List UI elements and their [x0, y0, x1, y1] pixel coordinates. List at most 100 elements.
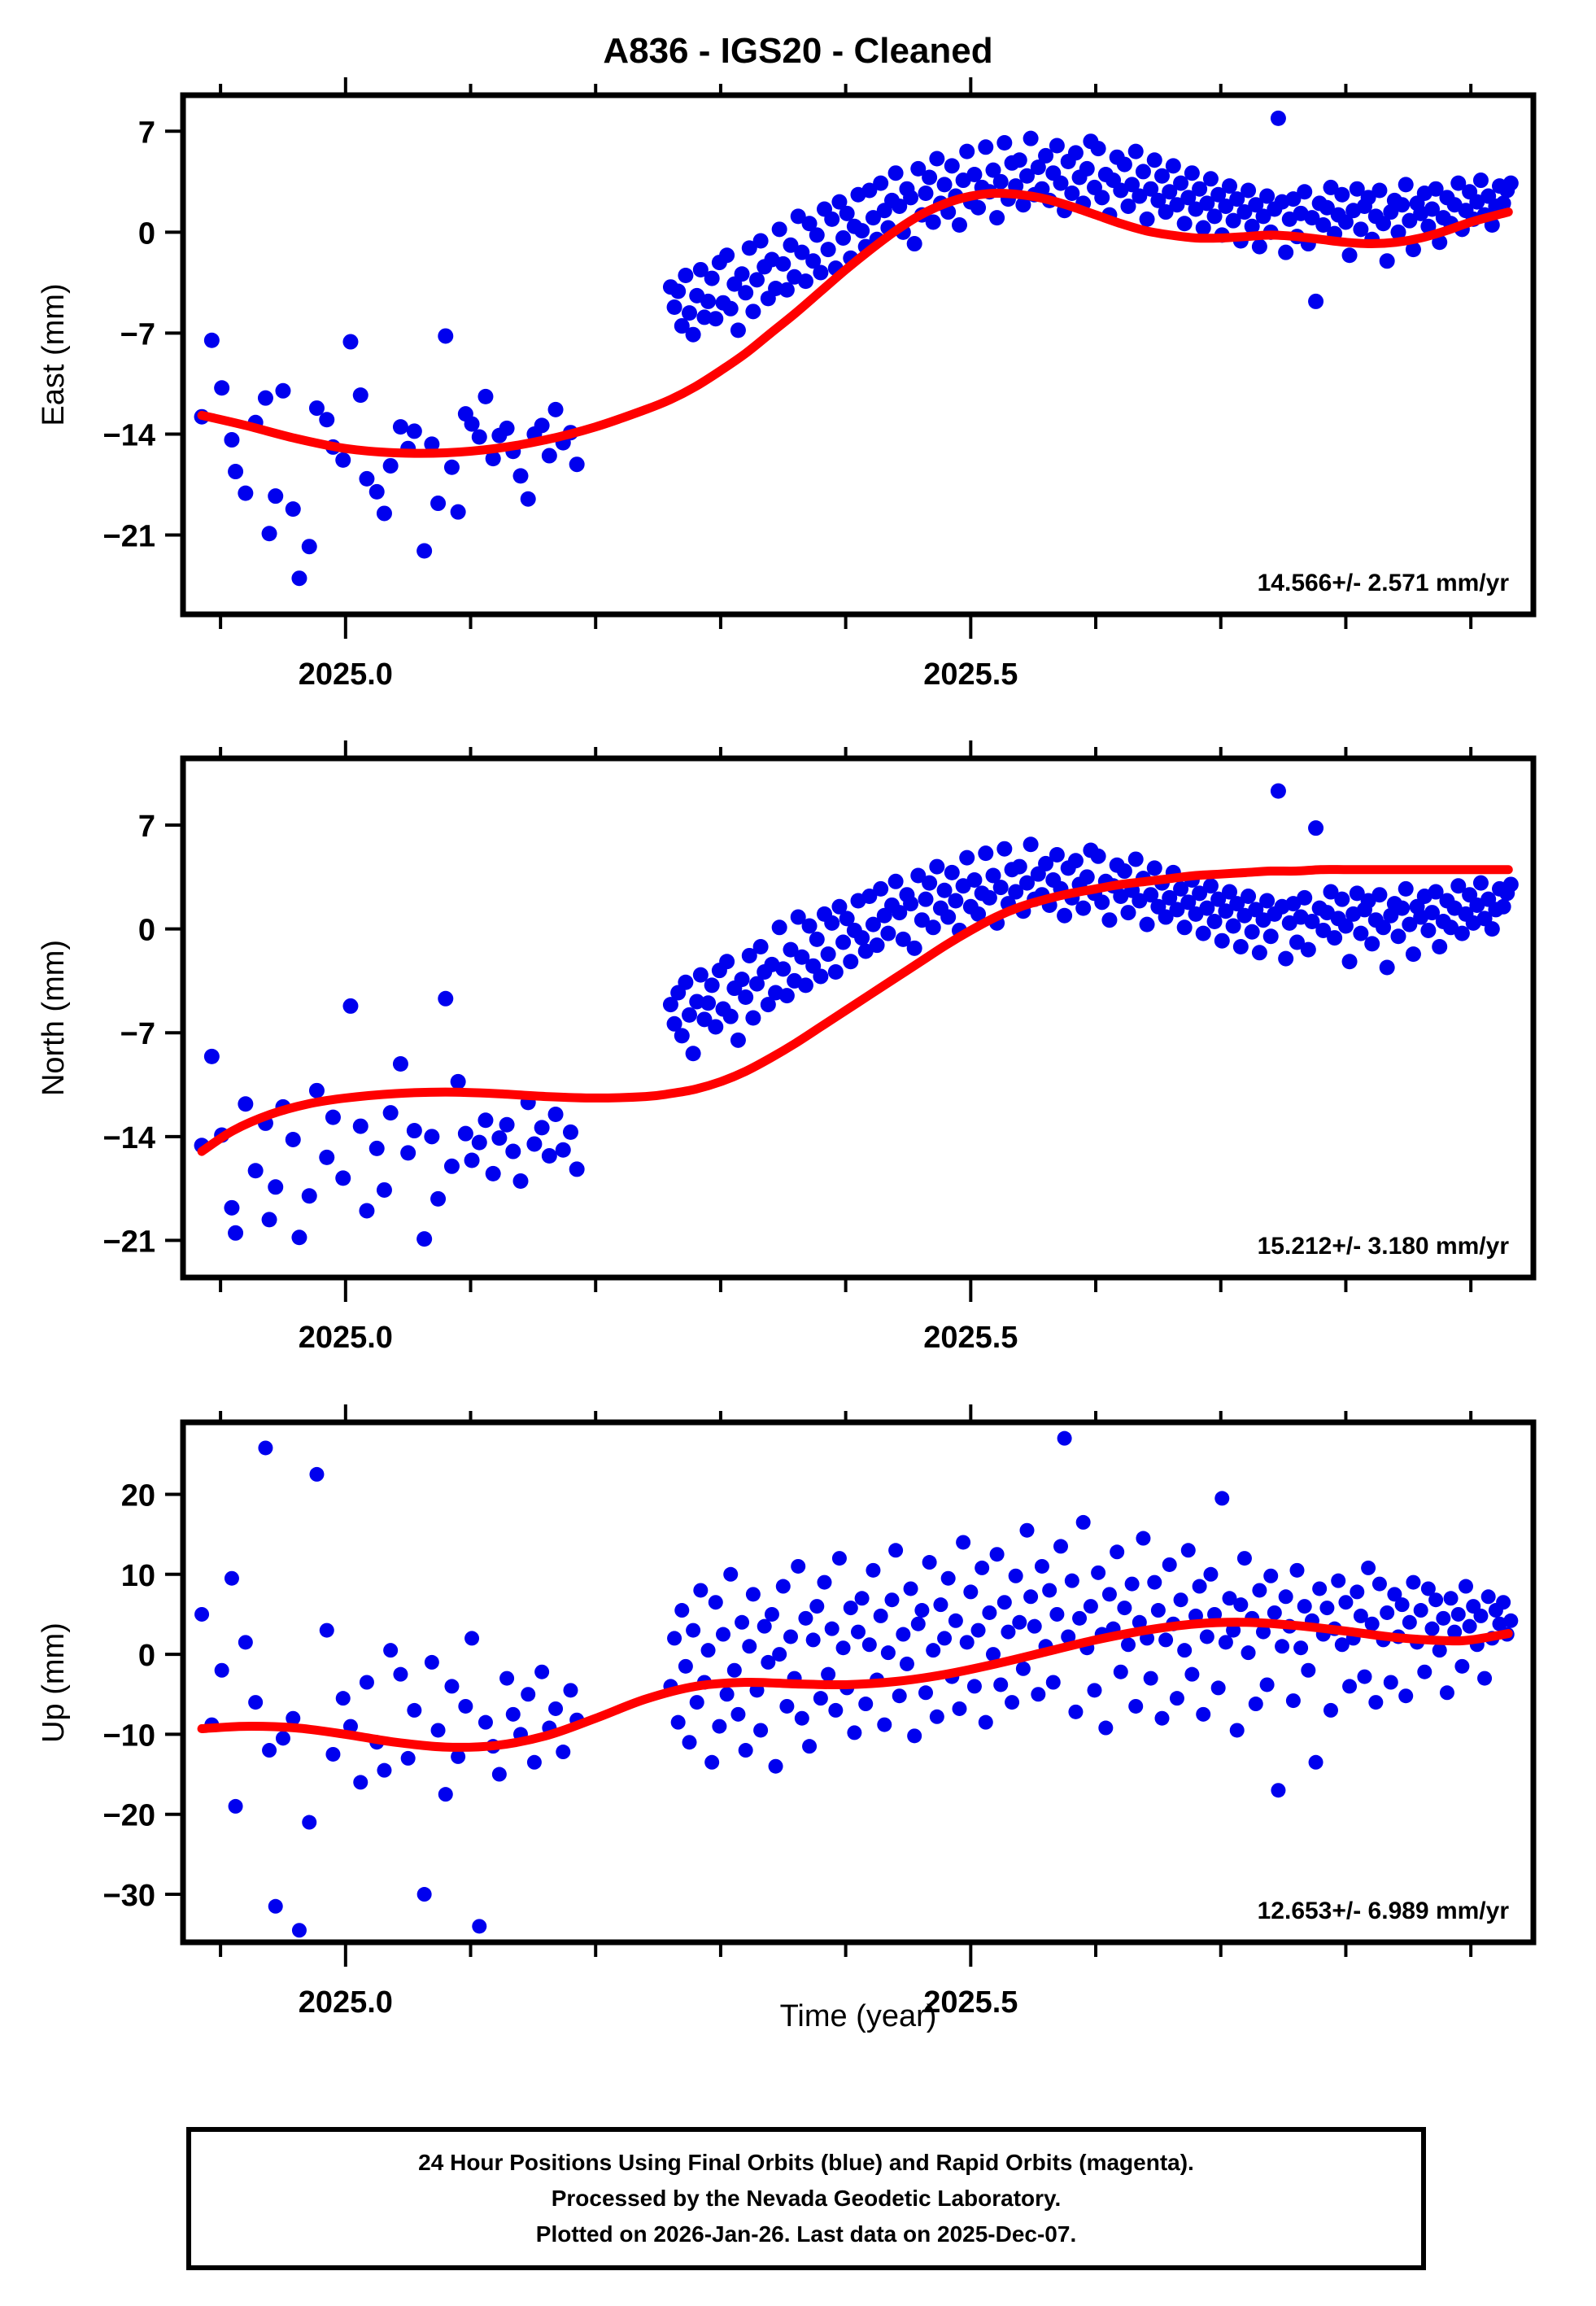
data-point [1450, 175, 1467, 191]
data-point [1042, 1583, 1057, 1598]
data-point [689, 1695, 704, 1710]
data-point [685, 326, 701, 343]
data-point [1012, 1614, 1027, 1630]
data-point [308, 400, 325, 417]
data-point [839, 205, 855, 221]
xtick-label: 2025.5 [923, 1985, 1018, 2020]
data-point [1015, 1661, 1031, 1676]
up-xtick-labels: 2025.0 2025.5 [299, 1985, 1018, 2020]
data-point [1364, 936, 1380, 952]
data-point [499, 1671, 515, 1686]
data-point [238, 1096, 254, 1112]
data-point [981, 889, 997, 906]
data-point [783, 1629, 798, 1644]
data-point [438, 990, 454, 1007]
east-data-points [194, 110, 1519, 587]
data-point [1087, 1683, 1102, 1698]
data-point [996, 134, 1013, 151]
data-point [406, 423, 422, 439]
data-point [1387, 1587, 1402, 1602]
data-point [959, 143, 975, 159]
data-point [555, 1142, 571, 1158]
data-point [831, 1551, 847, 1566]
data-point [1184, 165, 1200, 181]
data-point [407, 1702, 422, 1718]
data-point [444, 1679, 460, 1694]
data-point [1248, 197, 1264, 213]
data-point [1162, 1557, 1177, 1572]
data-point [907, 1728, 922, 1744]
data-point [1368, 1695, 1384, 1710]
data-point [1199, 195, 1215, 212]
data-point [1202, 171, 1219, 187]
data-point [464, 416, 480, 432]
data-point [989, 1547, 1005, 1562]
data-point [450, 504, 466, 520]
data-point [887, 873, 904, 889]
data-point [1275, 1639, 1290, 1654]
data-point [1146, 152, 1162, 168]
data-point [1349, 181, 1365, 197]
data-point [1101, 912, 1118, 928]
data-point [353, 1775, 368, 1790]
data-point [359, 470, 375, 487]
data-point [827, 963, 844, 980]
data-point [678, 1658, 693, 1674]
data-point [1030, 159, 1046, 176]
data-point [831, 194, 848, 210]
data-point [1256, 1624, 1271, 1640]
data-point [548, 1701, 564, 1716]
north-rate-annotation: 15.212+/- 3.180 mm/yr [1258, 1233, 1510, 1260]
data-point [526, 1754, 542, 1770]
ytick-label: 20 [121, 1478, 155, 1513]
data-point [757, 1618, 772, 1634]
data-point [704, 1754, 720, 1770]
data-point [1090, 141, 1106, 157]
data-point [1353, 1608, 1368, 1623]
data-point [678, 974, 694, 990]
data-point [1158, 909, 1174, 925]
data-point [1428, 181, 1444, 197]
data-point [268, 1898, 283, 1914]
data-point [1113, 1664, 1128, 1679]
data-point [1270, 783, 1286, 799]
data-point [667, 1631, 682, 1646]
data-point [745, 1587, 761, 1602]
data-point [1049, 1606, 1065, 1622]
data-point [1477, 1671, 1493, 1686]
data-point [742, 1639, 757, 1654]
data-point [1398, 1688, 1414, 1704]
data-point [1068, 1704, 1084, 1719]
data-point [1285, 191, 1302, 207]
data-point [1462, 1618, 1477, 1634]
data-point [1402, 212, 1418, 229]
data-point [1127, 143, 1144, 159]
data-point [899, 1656, 914, 1671]
data-point [1450, 878, 1467, 894]
data-point [1323, 884, 1339, 900]
data-point [892, 1688, 907, 1704]
data-point [1278, 950, 1294, 967]
data-point [922, 1555, 937, 1570]
data-point [1241, 1645, 1256, 1661]
data-point [1350, 1584, 1365, 1600]
data-point [424, 436, 440, 452]
data-point [1180, 190, 1197, 206]
data-point [393, 1666, 408, 1682]
data-point [1259, 1677, 1275, 1692]
data-point [261, 1212, 277, 1228]
data-point [342, 1719, 358, 1734]
data-point [262, 1743, 277, 1758]
data-point [866, 1562, 881, 1578]
data-point [1376, 919, 1392, 936]
data-point [547, 1106, 564, 1122]
data-point [471, 429, 487, 445]
data-point [1061, 1629, 1076, 1644]
data-point [745, 1010, 761, 1026]
data-point [1158, 1632, 1174, 1648]
data-point [464, 1152, 480, 1168]
data-point [813, 264, 829, 281]
data-point [768, 280, 784, 296]
data-point [906, 236, 922, 252]
data-point [319, 1622, 334, 1638]
